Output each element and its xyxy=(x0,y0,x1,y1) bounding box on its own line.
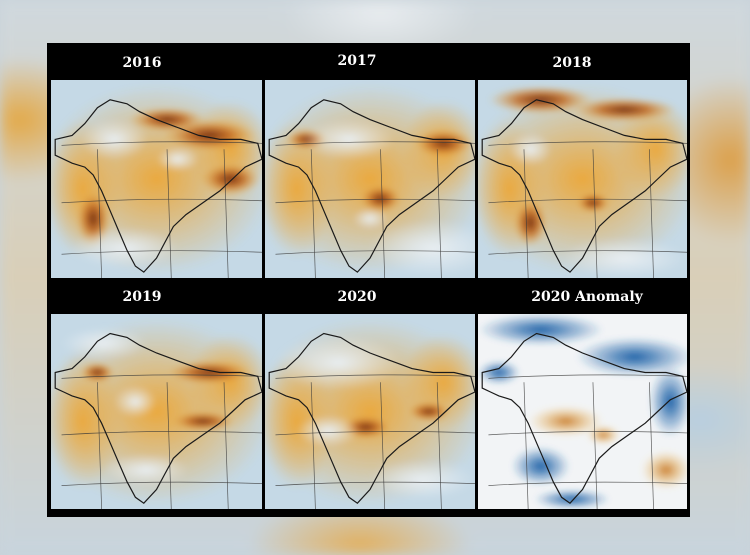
figure-grid: 2016 2017 2018 2019 2020 2020 Anomaly xyxy=(47,43,690,517)
panel-label-2020-anomaly: 2020 Anomaly xyxy=(531,289,643,305)
map-2020 xyxy=(265,314,475,509)
map-2017 xyxy=(265,80,475,278)
panel-label-2019: 2019 xyxy=(122,289,162,305)
panel-label-2016: 2016 xyxy=(122,55,162,71)
map-2016 xyxy=(51,80,262,278)
map-panel-2020 xyxy=(265,314,475,509)
map-panel-2016 xyxy=(51,80,262,278)
map-2019 xyxy=(51,314,262,509)
map-2020-anomaly xyxy=(478,314,687,509)
panel-label-2018: 2018 xyxy=(552,55,592,71)
map-2018 xyxy=(478,80,687,278)
map-panel-2017 xyxy=(265,80,475,278)
map-panel-2019 xyxy=(51,314,262,509)
map-panel-2020-anomaly xyxy=(478,314,687,509)
panel-label-2017: 2017 xyxy=(337,53,377,69)
map-panel-2018 xyxy=(478,80,687,278)
panel-label-2020: 2020 xyxy=(337,289,377,305)
